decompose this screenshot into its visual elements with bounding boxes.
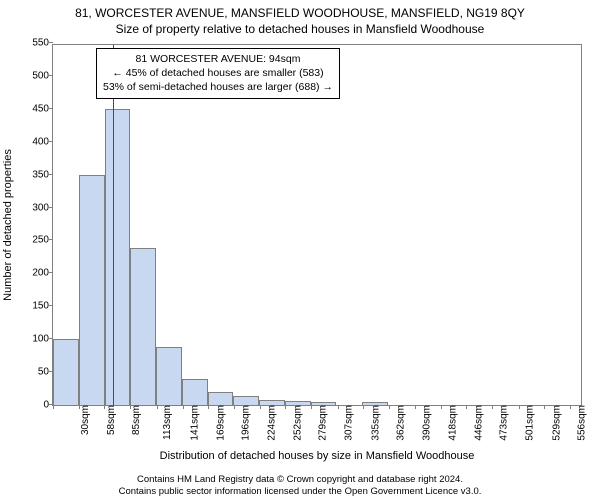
x-tick-mark [338,405,339,409]
x-tick-label: 418sqm [443,405,459,441]
x-tick-label: 113sqm [157,405,173,440]
y-tick-label: 150 [32,301,53,312]
x-tick-label: 58sqm [101,405,117,435]
x-tick-label: 390sqm [416,405,432,441]
y-tick-label: 350 [32,169,53,180]
y-tick-label: 50 [38,367,53,378]
x-tick-mark [285,405,286,409]
y-tick-mark [49,272,53,273]
x-tick-mark [104,405,105,409]
legend-line-1: 81 WORCESTER AVENUE: 94sqm [103,52,333,66]
x-tick-label: 473sqm [494,405,510,441]
x-tick-mark [79,405,80,409]
histogram-bar [130,248,156,405]
histogram-bar [156,347,182,405]
x-tick-label: 224sqm [262,405,278,441]
x-tick-mark [466,405,467,409]
page-subtitle: Size of property relative to detached ho… [0,20,600,36]
y-axis-label: Number of detached properties [2,44,18,406]
x-tick-label: 252sqm [288,405,304,441]
x-tick-mark [441,405,442,409]
histogram-bar [79,175,105,405]
chart-page: 81, WORCESTER AVENUE, MANSFIELD WOODHOUS… [0,0,600,500]
y-tick-label: 100 [32,334,53,345]
histogram-bar [285,401,311,405]
x-tick-label: 529sqm [546,405,562,441]
x-tick-mark [311,405,312,409]
histogram-bar [362,402,388,405]
histogram-chart: 81 WORCESTER AVENUE: 94sqm ← 45% of deta… [52,44,582,406]
footer-line-2: Contains public sector information licen… [0,486,600,498]
y-tick-label: 450 [32,103,53,114]
x-tick-mark [363,405,364,409]
x-axis-label: Distribution of detached houses by size … [52,450,582,462]
histogram-bar [105,109,131,405]
x-tick-mark [53,405,54,409]
x-tick-label: 556sqm [571,405,587,441]
footer: Contains HM Land Registry data © Crown c… [0,474,600,498]
histogram-bar [53,339,79,405]
x-tick-label: 169sqm [210,405,226,441]
histogram-bar [182,379,208,405]
y-tick-mark [49,239,53,240]
x-tick-label: 501sqm [520,405,536,441]
x-tick-mark [234,405,235,409]
x-tick-mark [544,405,545,409]
y-tick-mark [49,305,53,306]
footer-line-1: Contains HM Land Registry data © Crown c… [0,474,600,486]
histogram-bar [311,402,337,405]
histogram-bar [233,396,259,405]
y-tick-label: 0 [43,400,53,411]
x-tick-label: 307sqm [339,405,355,441]
y-tick-label: 300 [32,202,53,213]
x-tick-label: 141sqm [184,405,200,441]
x-tick-label: 279sqm [313,405,329,441]
histogram-bar [208,392,234,405]
y-tick-label: 550 [32,38,53,49]
x-tick-label: 85sqm [126,405,142,435]
y-tick-label: 200 [32,268,53,279]
x-tick-mark [389,405,390,409]
y-tick-label: 400 [32,136,53,147]
legend-box: 81 WORCESTER AVENUE: 94sqm ← 45% of deta… [96,48,340,99]
x-tick-label: 196sqm [235,405,251,441]
y-tick-mark [49,108,53,109]
page-title: 81, WORCESTER AVENUE, MANSFIELD WOODHOUS… [0,0,600,20]
x-tick-mark [260,405,261,409]
legend-line-3: 53% of semi-detached houses are larger (… [103,80,333,94]
y-tick-mark [49,141,53,142]
x-tick-mark [157,405,158,409]
legend-line-2: ← 45% of detached houses are smaller (58… [103,66,333,80]
y-tick-mark [49,207,53,208]
x-tick-mark [183,405,184,409]
y-tick-mark [49,42,53,43]
x-tick-label: 335sqm [365,405,381,441]
x-tick-mark [208,405,209,409]
y-tick-label: 500 [32,70,53,81]
x-tick-label: 30sqm [75,405,91,435]
x-tick-label: 362sqm [390,405,406,441]
x-tick-mark [519,405,520,409]
property-marker-line [113,45,114,405]
histogram-bar [259,400,285,405]
y-tick-mark [49,75,53,76]
x-tick-mark [415,405,416,409]
y-tick-label: 250 [32,235,53,246]
x-tick-mark [570,405,571,409]
y-tick-mark [49,174,53,175]
x-tick-label: 446sqm [469,405,485,441]
x-tick-mark [492,405,493,409]
x-tick-mark [130,405,131,409]
